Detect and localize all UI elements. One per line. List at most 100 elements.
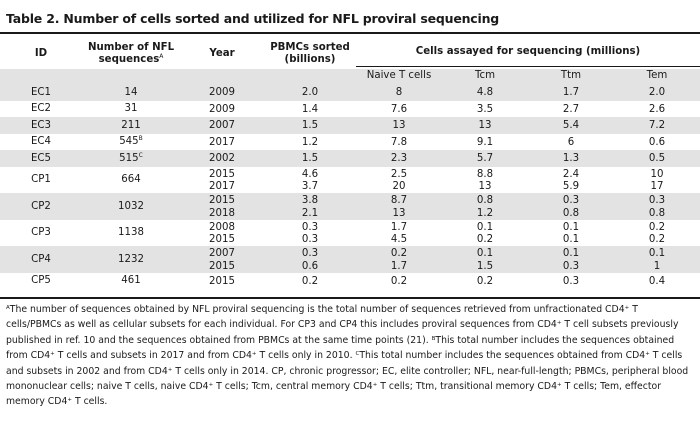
row-ttm: 2.7	[562, 103, 580, 115]
row-naive: 2.5	[390, 168, 408, 180]
row-tcm: 0.2	[476, 275, 494, 287]
row-pbmc: 1.5	[301, 120, 319, 131]
row-year: 2008	[209, 221, 235, 233]
row-nfl-count: 31	[82, 102, 180, 115]
row-naive: 13	[392, 120, 406, 131]
row-tem: 2.0	[648, 87, 666, 98]
header-nfl-line2: sequencesA	[82, 54, 180, 66]
row-tem: 0.6	[648, 136, 666, 148]
row-tcm: 3.5	[476, 103, 494, 115]
row-nfl-count-value: 211	[121, 119, 141, 131]
row-pbmc: 0.3	[301, 221, 319, 233]
row-tem: 0.4	[648, 275, 666, 287]
row-id: EC2	[30, 103, 52, 115]
row-ttm: 0.1	[562, 248, 580, 259]
row-id: EC5	[30, 152, 52, 164]
subheader-ttm: Ttm	[560, 70, 582, 81]
footnote-text-c2: T cells and subsets in 2002 and from CD4	[6, 350, 683, 377]
row-tem: 0.3	[648, 195, 666, 206]
table-footnote: AThe number of sequences obtained by NFL…	[6, 302, 696, 410]
row-naive: 0.2	[390, 248, 408, 259]
row-year: 2015	[209, 234, 235, 245]
row-nfl-footnote-marker: C	[138, 151, 143, 159]
row-pbmc: 0.2	[301, 275, 319, 287]
row-tem: 0.2	[648, 221, 666, 233]
row-tem: 0.2	[648, 234, 666, 245]
footnote-sup-a: A	[6, 305, 10, 311]
row-nfl-count-value: 515	[119, 152, 139, 164]
row-id: CP5	[31, 275, 51, 287]
row-ttm: 2.4	[562, 168, 580, 180]
row-nfl-count: 664	[82, 173, 180, 186]
table-bottom-rule	[0, 297, 700, 299]
row-nfl-footnote-marker: B	[138, 135, 143, 143]
row-nfl-count-value: 461	[121, 275, 141, 287]
header-pbmc: PBMCs sorted (billions)	[264, 42, 356, 66]
row-nfl-count: 545B	[82, 135, 180, 148]
row-tcm: 1.5	[476, 260, 494, 272]
row-ttm: 1.3	[562, 153, 580, 164]
header-pbmc-line2: (billions)	[284, 54, 336, 65]
row-pbmc: 2.1	[301, 207, 319, 219]
header-nfl: Number of NFL sequencesA	[82, 42, 180, 66]
footnote-sup-b: B	[431, 335, 436, 342]
row-id: EC1	[30, 86, 52, 98]
footnote-text-c5: T cells; Ttm, transitional memory CD4	[377, 381, 557, 393]
row-pbmc: 1.5	[301, 153, 319, 164]
row-nfl-count-value: 664	[121, 174, 141, 186]
row-ttm: 0.1	[562, 234, 580, 245]
row-nfl-count-value: 31	[124, 103, 138, 115]
row-tem: 17	[650, 181, 664, 192]
row-year: 2018	[209, 207, 235, 219]
row-pbmc: 0.3	[301, 248, 319, 259]
row-tem: 0.1	[648, 248, 666, 259]
footnote-sup-plus: +	[50, 351, 55, 358]
row-nfl-count: 1232	[82, 253, 180, 266]
row-tem: 1	[653, 260, 661, 272]
row-tem: 2.6	[648, 103, 666, 115]
footnote-text-c7: T cells.	[71, 396, 108, 408]
row-pbmc: 3.8	[301, 195, 319, 206]
row-tcm: 0.1	[476, 248, 494, 259]
footnote-text-c4: T cells; Tcm, central memory CD4	[213, 381, 373, 393]
row-nfl-count-value: 545	[119, 136, 139, 148]
row-year: 2002	[209, 153, 235, 164]
row-naive: 4.5	[390, 234, 408, 245]
row-year: 2015	[209, 168, 235, 180]
row-nfl-count: 14	[82, 86, 180, 99]
row-id: EC4	[30, 136, 52, 148]
row-tcm: 4.8	[476, 87, 494, 98]
row-year: 2017	[209, 136, 235, 148]
footnote-text-c6: T cells; Tem, effector memory CD4	[6, 381, 662, 408]
footnote-sup-plus: +	[167, 366, 173, 373]
row-tem: 7.2	[648, 120, 666, 131]
row-naive: 7.8	[390, 136, 408, 148]
row-nfl-count: 1138	[82, 226, 180, 239]
row-id: EC3	[30, 119, 52, 131]
header-nfl-sup: A	[159, 53, 164, 60]
header-span-rule	[356, 66, 700, 67]
row-nfl-count: 1032	[82, 200, 180, 213]
row-year: 2015	[209, 195, 235, 206]
footnote-sup-plus: +	[251, 351, 257, 358]
footnote-text-c3: T cells only in 2014. CP, chronic progre…	[6, 365, 689, 393]
footnote-sup-plus: +	[67, 397, 72, 404]
footnote-text-b2: T cells and subsets in 2017 and from CD4	[54, 350, 252, 362]
row-naive: 7.6	[390, 103, 408, 115]
footnote-text-a3: T cell subsets previously published in r…	[6, 319, 679, 346]
table-row	[0, 84, 700, 101]
row-ttm: 5.4	[562, 120, 580, 131]
row-nfl-count: 515C	[82, 152, 180, 165]
row-pbmc: 4.6	[301, 168, 319, 180]
row-tcm: 8.8	[476, 168, 494, 180]
row-id: CP2	[31, 200, 51, 212]
row-tcm: 0.8	[476, 195, 494, 206]
row-tcm: 9.1	[476, 136, 494, 148]
row-ttm: 0.3	[562, 275, 580, 287]
row-pbmc: 1.4	[301, 103, 319, 115]
table-title-bar: Table 2. Number of cells sorted and util…	[0, 0, 700, 34]
header-cells-assayed: Cells assayed for sequencing (millions)	[415, 46, 641, 57]
row-nfl-count: 461	[82, 274, 180, 287]
footnote-text-b3: T cells only in 2010.	[256, 350, 356, 362]
row-ttm: 0.3	[562, 195, 580, 206]
